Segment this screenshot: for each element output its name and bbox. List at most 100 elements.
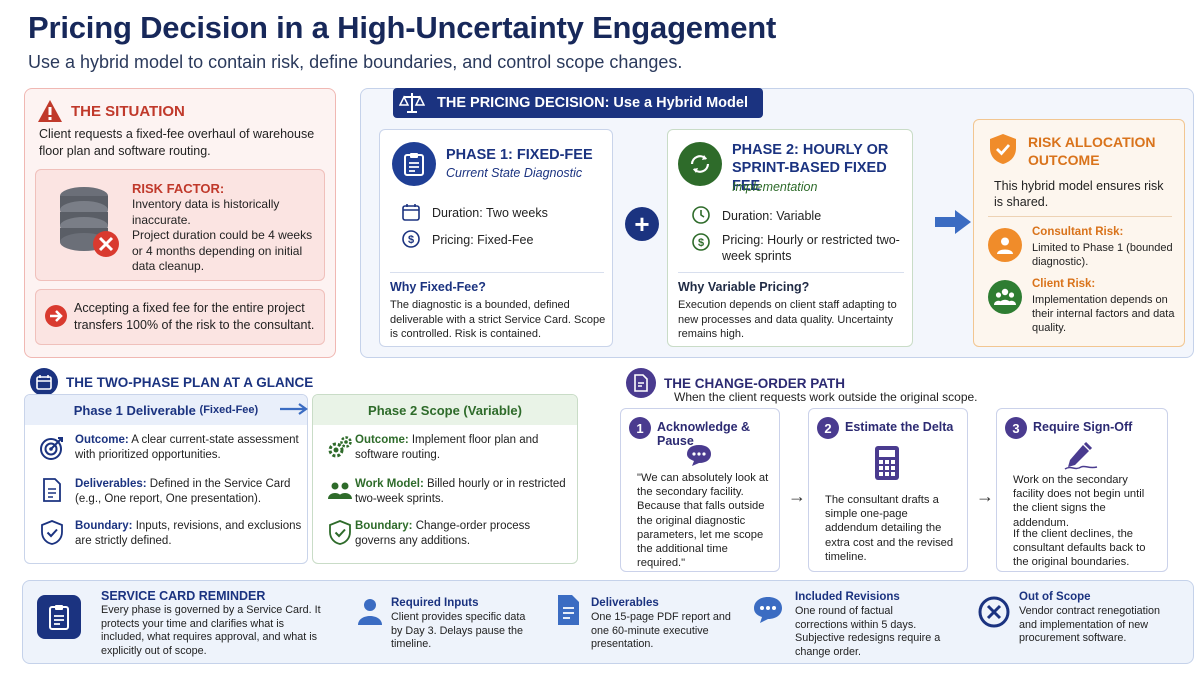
cancel-circle-icon [978, 596, 1010, 628]
divider [678, 272, 904, 273]
plus-icon: + [625, 207, 659, 241]
phase-1-deliverable-heading: Phase 1 Deliverable [73, 402, 196, 418]
service-card-panel: SERVICE CARD REMINDER Every phase is gov… [22, 580, 1194, 664]
calendar-icon [30, 368, 58, 396]
clock-icon [692, 206, 710, 224]
dollar-icon: $ [402, 230, 420, 248]
phase-1-duration-label: Duration: [432, 206, 483, 220]
required-inputs-title: Required Inputs [391, 597, 479, 609]
phase-2-title-line-2: SPRINT-BASED FIXED FEE [732, 160, 887, 194]
person-icon [988, 228, 1022, 262]
phase-1-why-title: Why Fixed-Fee? [390, 280, 486, 294]
phase-2-pricing: Pricing: Hourly or restricted two-week s… [722, 232, 902, 264]
situation-panel: THE SITUATION Client requests a fixed-fe… [24, 88, 336, 358]
phase-2-pricing-label: Pricing: [722, 233, 764, 247]
document-icon [558, 595, 579, 625]
clipboard-icon [392, 142, 436, 186]
phase-1-why-text: The diagnostic is a bounded, defined del… [390, 299, 606, 340]
phase-2-why-text: Execution depends on client staff adapti… [678, 299, 897, 340]
client-risk-text: Implementation depends on their internal… [1032, 294, 1175, 334]
phase-1-deliverables-label: Deliverables: [75, 478, 147, 490]
arrow-right-icon [935, 210, 971, 234]
phase-2-scope-header: Phase 2 Scope (Variable) [313, 395, 577, 425]
two-phase-plan-header: THE TWO-PHASE PLAN AT A GLANCE [30, 368, 313, 396]
signature-pen-icon [1064, 441, 1098, 470]
target-icon [40, 437, 63, 460]
phase-2-duration: Duration: Variable [722, 208, 821, 224]
change-order-step-3: 3 Require Sign-Off Work on the secondary… [996, 408, 1168, 572]
risk-warning-text: Accepting a fixed fee for the entire pro… [74, 301, 315, 332]
out-of-scope-title: Out of Scope [1019, 591, 1091, 603]
phase-1-boundary-label: Boundary: [75, 520, 133, 532]
phase-1-boundary-text: Inputs, revisions, and exclusions are st… [75, 520, 302, 547]
phase-2-boundary-text: Change-order process governs any additio… [355, 520, 531, 547]
gears-icon [328, 436, 352, 458]
phase-1-deliverables: Deliverables: Defined in the Service Car… [75, 477, 303, 507]
step-title: Require Sign-Off [1033, 420, 1133, 434]
phase-2-why-title: Why Variable Pricing? [678, 280, 810, 294]
phase-1-deliverable-header: Phase 1 Deliverable (Fixed-Fee) [25, 395, 307, 425]
shield-check-icon [990, 134, 1016, 164]
change-order-section: THE CHANGE-ORDER PATH When the client re… [612, 366, 1192, 576]
team-icon [328, 482, 352, 499]
scale-icon [399, 93, 425, 113]
phase-2-boundary-label: Boundary: [355, 520, 413, 532]
change-order-step-2: 2 Estimate the Delta The consultant draf… [808, 408, 968, 572]
phase-2-title-line-1: PHASE 2: HOURLY OR [732, 142, 889, 158]
pricing-decision-title: THE PRICING DECISION: Use a Hybrid Model [437, 95, 748, 111]
two-phase-plan-section: THE TWO-PHASE PLAN AT A GLANCE Phase 1 D… [24, 366, 580, 568]
risk-allocation-text: This hybrid model ensures risk is shared… [994, 179, 1164, 209]
two-phase-plan-title: THE TWO-PHASE PLAN AT A GLANCE [66, 374, 314, 390]
calendar-icon [402, 204, 420, 221]
arrow-right-icon [280, 403, 308, 415]
arrow-right-icon: → [788, 486, 806, 506]
phase-2-pricing-value: Hourly or restricted two-week sprints [722, 233, 900, 263]
phase-2-outcome: Outcome: Implement floor plan and softwa… [355, 433, 571, 463]
step-number: 3 [1005, 417, 1027, 439]
situation-header: THE SITUATION [37, 99, 185, 123]
change-order-header: THE CHANGE-ORDER PATH [626, 368, 845, 398]
phase-2-outcome-label: Outcome: [355, 434, 409, 446]
warning-icon [38, 100, 62, 122]
situation-text: Client requests a fixed-fee overhaul of … [39, 127, 315, 158]
pricing-decision-panel: THE PRICING DECISION: Use a Hybrid Model… [360, 88, 1194, 358]
step-text-secondary: If the client declines, the consultant d… [1013, 528, 1146, 569]
database-error-icon [60, 187, 119, 257]
risk-allocation-title-line-1: RISK ALLOCATION [1028, 134, 1156, 150]
step-text: The consultant drafts a simple one-page … [825, 494, 954, 563]
change-order-title: THE CHANGE-ORDER PATH [664, 375, 845, 391]
phase-1-duration: Duration: Two weeks [432, 205, 548, 221]
risk-factor-box: RISK FACTOR: Inventory data is historica… [35, 169, 325, 281]
document-icon [43, 478, 61, 502]
phase-1-deliverable-note: (Fixed-Fee) [199, 404, 259, 416]
page-subtitle: Use a hybrid model to contain risk, defi… [28, 52, 683, 72]
step-title: Estimate the Delta [845, 420, 954, 434]
shield-check-icon [41, 520, 63, 545]
phase-2-boundary: Boundary: Change-order process governs a… [355, 519, 571, 549]
chat-bubble-icon [754, 597, 782, 623]
step-text: "We can absolutely look at the secondary… [637, 472, 769, 570]
step-number: 2 [817, 417, 839, 439]
pricing-decision-banner: THE PRICING DECISION: Use a Hybrid Model [393, 88, 763, 118]
phase-1-outcome-text: A clear current-state assessment with pr… [75, 434, 299, 461]
phase-1-deliverable-column: Phase 1 Deliverable (Fixed-Fee) Outcome:… [24, 394, 308, 564]
consultant-risk-label: Consultant Risk: [1032, 226, 1124, 238]
phase-2-duration-value: Variable [776, 209, 822, 223]
risk-factor-title: RISK FACTOR: [132, 181, 225, 196]
risk-allocation-title: RISK ALLOCATION OUTCOME [1028, 133, 1156, 169]
out-of-scope-text: Vendor contract renegotiation and implem… [1019, 605, 1161, 644]
risk-factor-line-2: Project duration could be 4 weeks or 4 m… [132, 228, 313, 273]
change-order-subtitle: When the client requests work outside th… [674, 390, 978, 404]
group-icon [988, 280, 1022, 314]
change-order-step-1: 1 Acknowledge & Pause "We can absolutely… [620, 408, 780, 572]
required-inputs-text: Client provides specific data by Day 3. … [391, 611, 526, 650]
svg-text:$: $ [408, 234, 414, 246]
phase-1-outcome: Outcome: A clear current-state assessmen… [75, 433, 303, 463]
situation-title: THE SITUATION [71, 102, 185, 120]
phase-2-work-model-label: Work Model: [355, 478, 424, 490]
svg-text:$: $ [698, 237, 704, 249]
risk-warning-box: Accepting a fixed fee for the entire pro… [35, 289, 325, 345]
arrow-right-circle-icon [45, 305, 67, 327]
deliverables-text: One 15-page PDF report and one 60-minute… [591, 611, 731, 650]
dollar-icon: $ [692, 233, 710, 251]
